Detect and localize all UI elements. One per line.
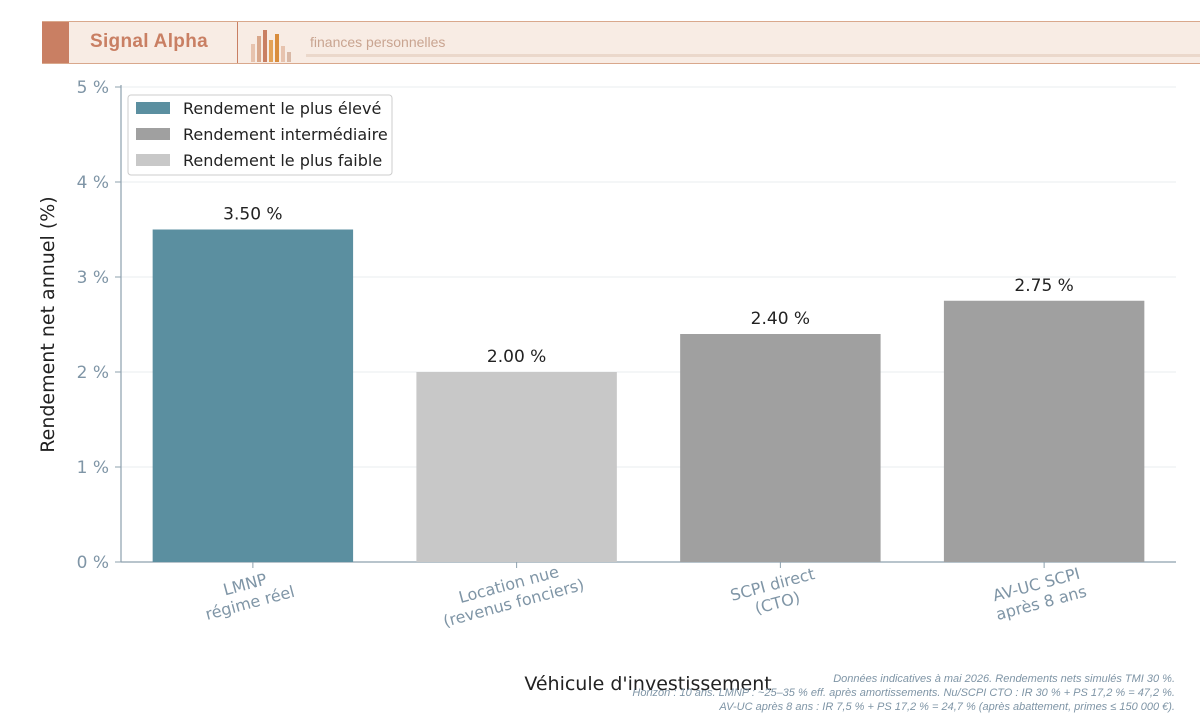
legend-swatch <box>136 128 170 140</box>
legend-label: Rendement le plus faible <box>183 151 382 170</box>
x-tick-label: Location nue(revenus fonciers) <box>436 557 586 631</box>
y-tick-label: 0 % <box>77 553 109 573</box>
x-tick-label: LMNPrégime réel <box>198 563 296 623</box>
y-tick-label: 2 % <box>77 363 109 383</box>
bar <box>416 372 617 562</box>
x-tick-label: SCPI direct(CTO) <box>728 564 821 623</box>
header-accent <box>42 22 69 63</box>
legend-swatch <box>136 102 170 114</box>
y-tick-label: 5 % <box>77 78 109 98</box>
bar-value-label: 3.50 % <box>223 205 282 225</box>
bar <box>152 229 354 562</box>
legend-label: Rendement intermédiaire <box>183 125 388 144</box>
brand-title: Signal Alpha <box>90 31 208 52</box>
bar <box>680 334 881 562</box>
footnote: Données indicatives à mai 2026. Rendemen… <box>632 672 1175 714</box>
x-axis-title: Véhicule d'investissement <box>524 673 771 695</box>
legend-box <box>127 94 393 176</box>
bar-value-label: 2.75 % <box>1014 276 1073 296</box>
legend-swatch <box>136 154 170 166</box>
footnote-line: Horizon : 10 ans. LMNP : ~25–35 % eff. a… <box>632 687 1175 699</box>
tagline: finances personnelles <box>310 34 446 50</box>
bar-chart-logo-icon <box>251 30 291 62</box>
footnote-line: Données indicatives à mai 2026. Rendemen… <box>833 673 1175 685</box>
y-tick-label: 3 % <box>77 268 109 288</box>
x-tick-label: AV-UC SCPIaprès 8 ans <box>989 563 1089 624</box>
footnote-line: AV-UC après 8 ans : IR 7,5 % + PS 17,2 %… <box>719 701 1175 713</box>
y-axis-title: Rendement net annuel (%) <box>37 196 59 452</box>
y-tick-label: 1 % <box>77 458 109 478</box>
bar-value-label: 2.40 % <box>751 309 810 329</box>
tagline-underline <box>306 54 1200 57</box>
y-tick-label: 4 % <box>77 173 109 193</box>
bar-value-label: 2.00 % <box>487 347 546 367</box>
legend-label: Rendement le plus élevé <box>183 99 381 118</box>
header-separator <box>237 22 238 63</box>
bar <box>943 300 1145 562</box>
header-banner: Signal Alpha finances personnelles <box>42 21 1200 64</box>
